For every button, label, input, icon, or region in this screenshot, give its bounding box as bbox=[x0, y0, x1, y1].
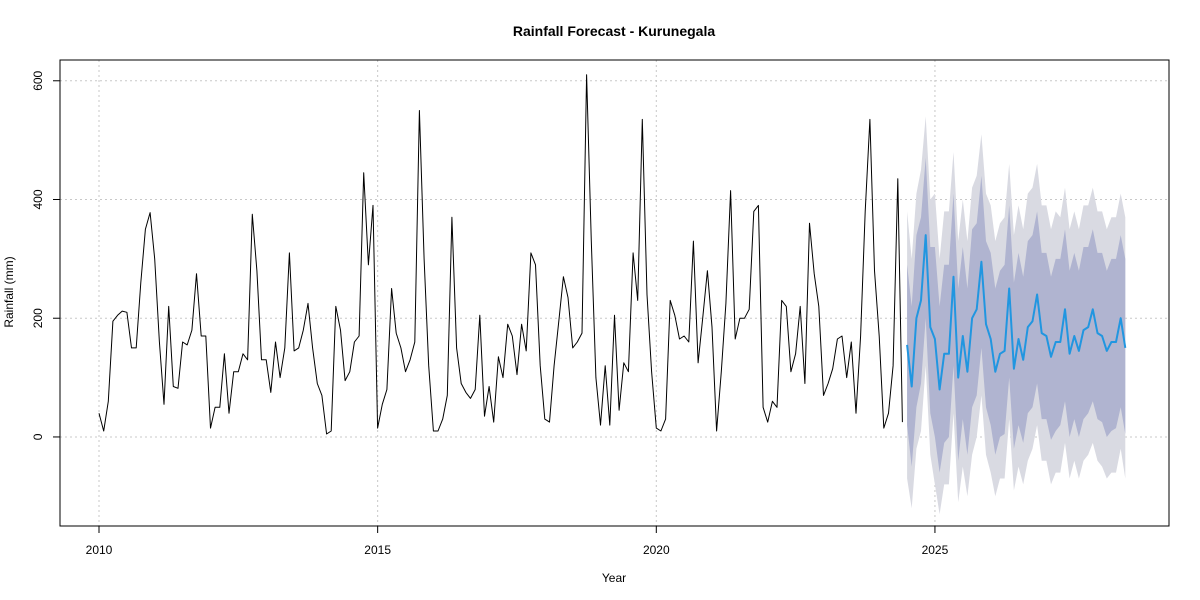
band-80 bbox=[907, 157, 1126, 473]
chart-title: Rainfall Forecast - Kurunegala bbox=[513, 23, 715, 39]
y-tick-label: 600 bbox=[31, 70, 45, 90]
x-axis-label: Year bbox=[602, 571, 626, 585]
x-tick-label: 2015 bbox=[364, 543, 391, 557]
y-axis-label: Rainfall (mm) bbox=[2, 256, 16, 327]
series-lines bbox=[98, 74, 1127, 435]
y-tick-label: 400 bbox=[31, 189, 45, 209]
forecast-intervals bbox=[907, 116, 1126, 515]
observed-series-line bbox=[98, 74, 903, 435]
y-tick-label: 0 bbox=[31, 433, 45, 440]
y-tick-label: 200 bbox=[31, 308, 45, 328]
x-tick-label: 2010 bbox=[86, 543, 113, 557]
x-tick-label: 2020 bbox=[643, 543, 670, 557]
axes: 2010 2015 2020 2025 0 200 400 600 bbox=[31, 59, 1170, 557]
x-tick-label: 2025 bbox=[922, 543, 949, 557]
forecast-series-line bbox=[906, 234, 1127, 391]
